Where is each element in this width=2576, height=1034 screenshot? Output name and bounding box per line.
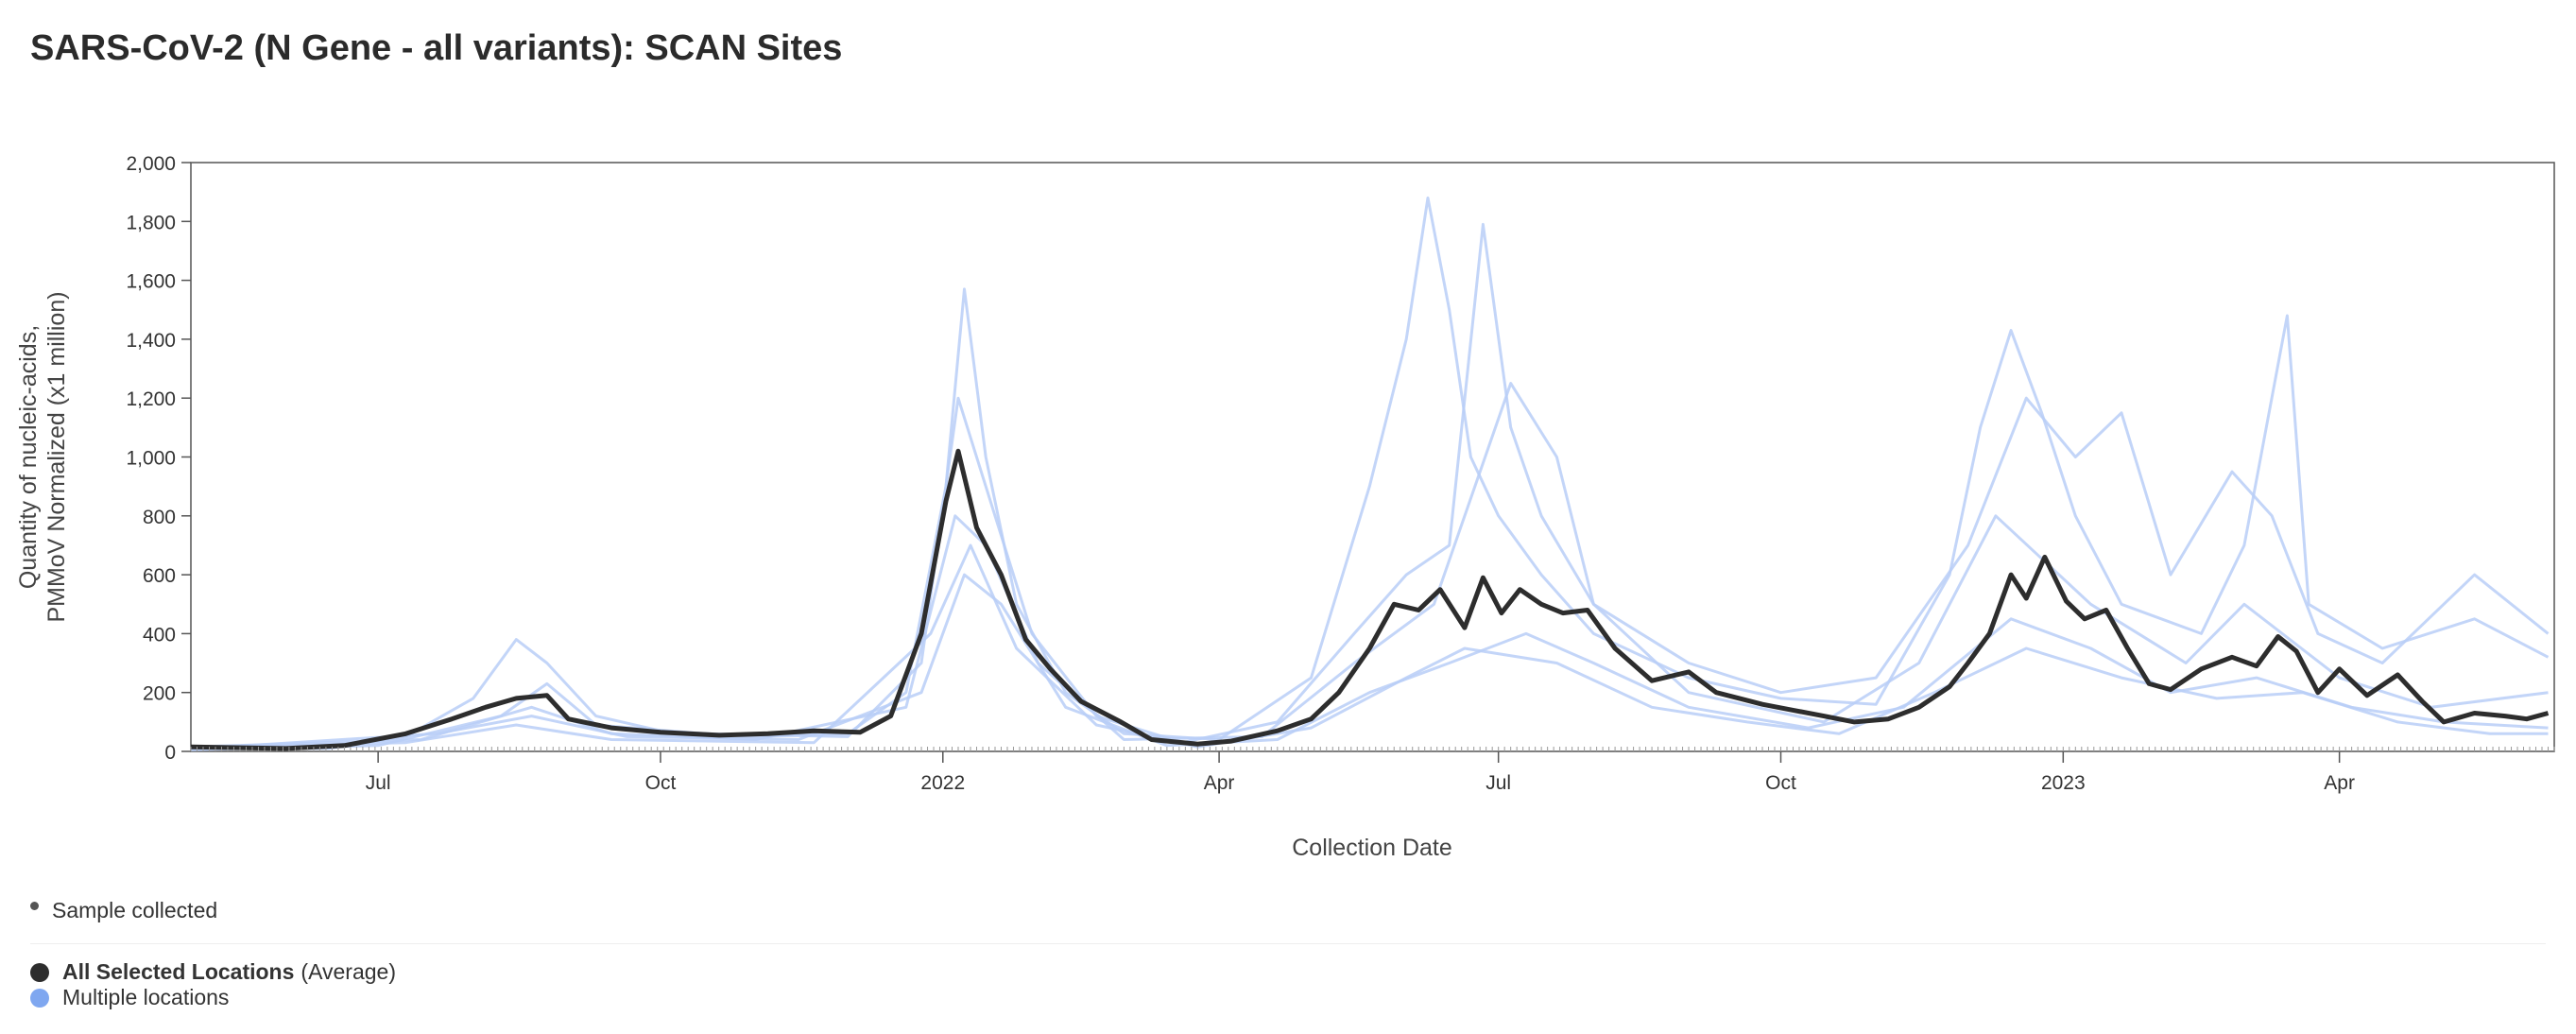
y-axis-title: Quantity of nucleic-acids,PMMoV Normaliz… <box>15 291 70 622</box>
legend-average-label: All Selected Locations <box>62 959 295 984</box>
legend-average-suffix: (Average) <box>301 959 396 984</box>
location-series-line-4 <box>190 573 2549 750</box>
chart: 0 200 400 600 800 1,000 1,200 1,400 1,600 1,800 2,… <box>15 153 2555 861</box>
x-tick-label: Apr <box>2324 772 2355 794</box>
y-axis-title-line: PMMoV Normalized (x1 million) <box>43 291 70 622</box>
location-series-line-1 <box>191 196 2550 750</box>
x-axis-title: Collection Date <box>1292 835 1452 861</box>
axes: 0 200 400 600 800 1,000 1,200 1,400 1,600 1,800 2,… <box>15 153 2555 861</box>
legend-item-average[interactable]: All Selected Locations (Average) <box>30 959 396 985</box>
average-series-group <box>190 448 2550 751</box>
y-tick-label: 0 <box>164 742 176 764</box>
y-tick-label: 2,000 <box>126 153 176 175</box>
y-tick-label: 1,400 <box>126 330 176 352</box>
chart-title: SARS-CoV-2 (N Gene - all variants): SCAN… <box>30 28 843 68</box>
legend-multiple-label: Multiple locations <box>62 985 230 1009</box>
y-tick-label: 1,600 <box>126 271 176 293</box>
location-series-line-2 <box>190 222 2550 751</box>
x-tick-label: Oct <box>645 772 677 794</box>
y-tick-label: 800 <box>143 507 176 528</box>
average-swatch-icon <box>30 962 49 982</box>
sample-collected-marks <box>190 747 2555 751</box>
locations-swatch-icon <box>30 988 49 1008</box>
sample-collected-label: Sample collected <box>52 898 218 922</box>
x-tick-label: 2022 <box>920 772 965 794</box>
x-tick-label: Jul <box>366 772 391 794</box>
y-tick-label: 200 <box>143 683 176 705</box>
y-tick-label: 1,200 <box>126 388 176 410</box>
y-tick-label: 600 <box>143 565 176 587</box>
x-tick-label: Apr <box>1204 772 1235 794</box>
y-tick-label: 1,800 <box>126 212 176 233</box>
x-tick-label: Oct <box>1765 772 1796 794</box>
legend-divider <box>30 943 2546 944</box>
sample-dot-icon <box>30 902 39 911</box>
x-tick-label: 2023 <box>2041 772 2086 794</box>
location-series-group <box>190 196 2550 751</box>
legend-item-multiple-locations[interactable]: Multiple locations <box>30 985 396 1010</box>
series-legend: All Selected Locations (Average) Multipl… <box>30 959 396 1010</box>
x-tick-label: Jul <box>1485 772 1511 794</box>
y-tick-label: 1,000 <box>126 448 176 470</box>
y-axis-title-line: Quantity of nucleic-acids, <box>15 325 42 589</box>
location-series-line-5 <box>190 543 2549 750</box>
y-tick-label: 400 <box>143 624 176 646</box>
sample-collected-legend: Sample collected <box>30 898 217 923</box>
average-series-line <box>190 448 2550 751</box>
